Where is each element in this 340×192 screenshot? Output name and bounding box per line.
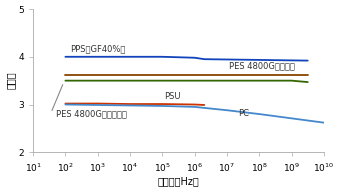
Text: PSU: PSU — [164, 92, 181, 101]
X-axis label: 周波数（Hz）: 周波数（Hz） — [158, 176, 199, 186]
Text: PPS（GF40%）: PPS（GF40%） — [70, 44, 126, 53]
Text: PES 4800G（乾燥）: PES 4800G（乾燥） — [228, 61, 294, 70]
Text: PES 4800G（未乾燥）: PES 4800G（未乾燥） — [56, 109, 127, 118]
Y-axis label: 誘電率: 誘電率 — [5, 72, 16, 89]
Text: PC: PC — [238, 109, 249, 118]
